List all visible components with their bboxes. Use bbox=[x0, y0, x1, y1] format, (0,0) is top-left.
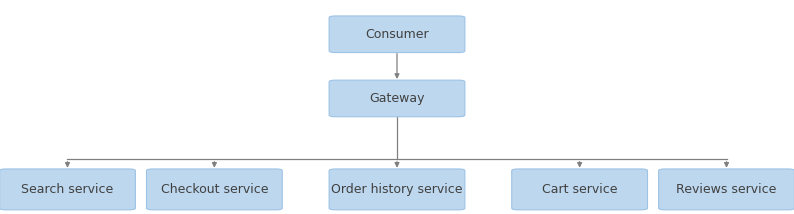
Text: Cart service: Cart service bbox=[542, 183, 618, 196]
FancyBboxPatch shape bbox=[146, 169, 283, 210]
Text: Checkout service: Checkout service bbox=[160, 183, 268, 196]
FancyBboxPatch shape bbox=[329, 80, 464, 117]
FancyBboxPatch shape bbox=[511, 169, 647, 210]
FancyBboxPatch shape bbox=[329, 16, 464, 53]
FancyBboxPatch shape bbox=[329, 169, 464, 210]
FancyBboxPatch shape bbox=[0, 169, 135, 210]
Text: Gateway: Gateway bbox=[369, 92, 425, 105]
Text: Reviews service: Reviews service bbox=[676, 183, 777, 196]
Text: Consumer: Consumer bbox=[365, 28, 429, 41]
Text: Search service: Search service bbox=[21, 183, 114, 196]
FancyBboxPatch shape bbox=[659, 169, 794, 210]
Text: Order history service: Order history service bbox=[331, 183, 463, 196]
